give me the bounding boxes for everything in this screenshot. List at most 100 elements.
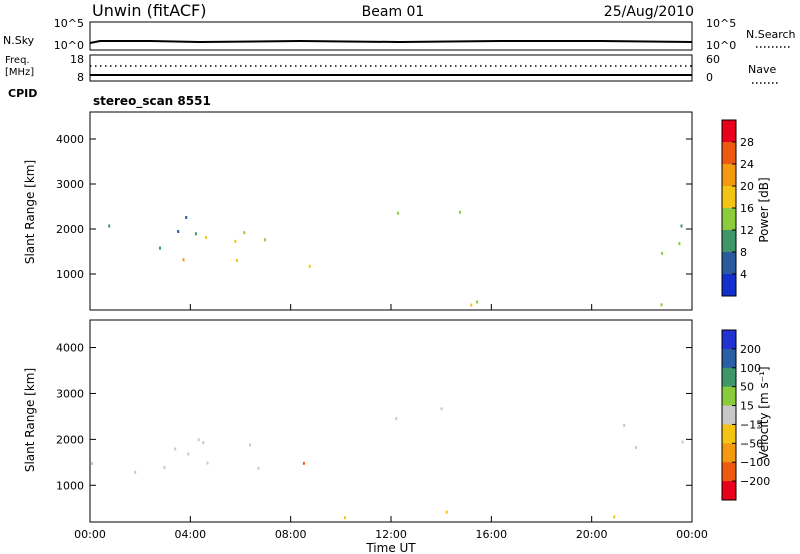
velocity-data-marks — [91, 407, 684, 520]
velocity-cell — [163, 465, 166, 469]
noise-right-tick-bottom: 10^0 — [706, 39, 736, 52]
power-cell — [108, 224, 111, 228]
colorbar-tick-label: 24 — [740, 158, 754, 171]
x-tick-label: 20:00 — [576, 528, 608, 541]
power-cell — [264, 238, 267, 242]
colorbar-swatch — [722, 142, 736, 165]
x-tick-label: 04:00 — [174, 528, 206, 541]
station-title: Unwin (fitACF) — [92, 1, 206, 20]
power-panel-frame — [89, 111, 693, 311]
colorbar-swatch — [722, 186, 736, 209]
velocity-cell — [206, 461, 209, 465]
velocity-cell — [445, 510, 448, 514]
colorbar-swatch — [722, 481, 736, 501]
x-tick-label: 00:00 — [74, 528, 106, 541]
colorbar-tick-label: −100 — [740, 456, 770, 469]
power-cell — [205, 236, 208, 239]
colorbar-swatch — [722, 443, 736, 463]
noise-sky-trace — [89, 39, 693, 44]
y-tick-label: 1000 — [56, 268, 84, 281]
velocity-cell — [440, 407, 443, 411]
noise-panel-frame — [89, 21, 693, 51]
colorbar-swatch — [722, 274, 736, 297]
y-tick-label: 2000 — [56, 433, 84, 446]
colorbar-tick-label: 20 — [740, 180, 754, 193]
velocity-cell — [613, 515, 616, 519]
colorbar-swatch — [722, 348, 736, 369]
colorbar-tick-label: 15 — [740, 400, 754, 413]
colorbar-tick-label: 4 — [740, 268, 747, 281]
freq-left-label-line1: Freq. — [5, 55, 30, 66]
colorbar-swatch — [722, 405, 736, 425]
y-tick-label: 1000 — [56, 479, 84, 492]
velocity-cell — [197, 438, 200, 442]
power-cell — [678, 242, 681, 246]
colorbar-swatch — [722, 252, 736, 275]
colorbar-tick-label: 28 — [740, 136, 754, 149]
velocity-cell — [134, 470, 137, 474]
y-tick-label: 3000 — [56, 387, 84, 400]
power-cell — [182, 258, 185, 262]
cpid-value: stereo_scan 8551 — [93, 94, 211, 109]
velocity-cell — [623, 424, 626, 427]
colorbar-tick-label: −15 — [740, 418, 763, 431]
colorbar-swatch — [722, 120, 736, 143]
power-cell — [397, 211, 400, 215]
freq-left-tick-top: 18 — [70, 53, 84, 66]
time-x-axis-label: Time UT — [365, 541, 416, 554]
velocity-y-ticks: 4000 3000 2000 1000 — [56, 342, 692, 492]
colorbar-swatch — [722, 230, 736, 253]
velocity-cell — [635, 446, 638, 450]
colorbar-tick-label: −200 — [740, 475, 770, 488]
power-cell — [194, 232, 197, 236]
power-cell — [661, 251, 664, 255]
power-cell — [308, 264, 311, 268]
colorbar-swatch — [722, 208, 736, 231]
noise-left-label: N.Sky — [3, 34, 35, 47]
cpid-label: CPID — [8, 87, 37, 100]
colorbar-swatch — [722, 330, 736, 350]
power-y-axis-label: Slant Range [km] — [23, 160, 37, 264]
power-cell — [243, 231, 246, 235]
velocity-colorbar-label: Velocity [m s⁻¹] — [757, 366, 771, 459]
power-colorbar: 28 24 20 16 12 8 4 — [721, 119, 754, 297]
noise-right-label: N.Search — [746, 28, 796, 41]
power-cell — [660, 303, 663, 307]
power-y-ticks: 4000 3000 2000 1000 — [56, 133, 692, 281]
colorbar-swatch — [722, 367, 736, 388]
noise-left-tick-bottom: 10^0 — [54, 39, 84, 52]
velocity-cell — [343, 516, 346, 520]
power-cell — [680, 224, 683, 228]
noise-left-tick-top: 10^5 — [54, 17, 84, 30]
colorbar-tick-label: 8 — [740, 246, 747, 259]
velocity-panel-frame — [89, 319, 693, 523]
freq-left-label-line2: [MHz] — [5, 67, 34, 78]
power-cell — [235, 259, 238, 262]
power-cell — [177, 230, 180, 233]
freq-right-tick-bottom: 0 — [706, 71, 713, 84]
time-x-ticks: 00:00 04:00 08:00 12:00 16:00 20:00 00:00 — [74, 304, 708, 541]
beam-title: Beam 01 — [362, 4, 425, 20]
colorbar-tick-label: 50 — [740, 381, 754, 394]
velocity-cell — [91, 462, 93, 465]
velocity-cell — [302, 461, 305, 465]
power-cell — [470, 303, 473, 307]
colorbar-tick-label: 16 — [740, 202, 754, 215]
y-tick-label: 3000 — [56, 178, 84, 191]
y-tick-label: 4000 — [56, 133, 84, 146]
power-cell — [234, 239, 237, 243]
colorbar-swatch — [722, 386, 736, 407]
velocity-cell — [202, 441, 205, 445]
colorbar-frame — [721, 329, 737, 501]
power-panel: 4000 3000 2000 1000 Slant Range [km] — [23, 111, 693, 311]
velocity-panel: 4000 3000 2000 1000 Slant Range [km] — [23, 319, 693, 523]
velocity-y-axis-label: Slant Range [km] — [23, 368, 37, 472]
colorbar-tick-label: 100 — [740, 362, 761, 375]
velocity-cell — [249, 443, 252, 447]
colorbar-tick-label: −50 — [740, 437, 763, 450]
freq-right-tick-top: 60 — [706, 53, 720, 66]
colorbar-tick-label: 200 — [740, 343, 761, 356]
power-cell — [459, 210, 461, 214]
velocity-colorbar: 200 100 50 15 −15 −50 −100 −200 — [721, 329, 770, 501]
